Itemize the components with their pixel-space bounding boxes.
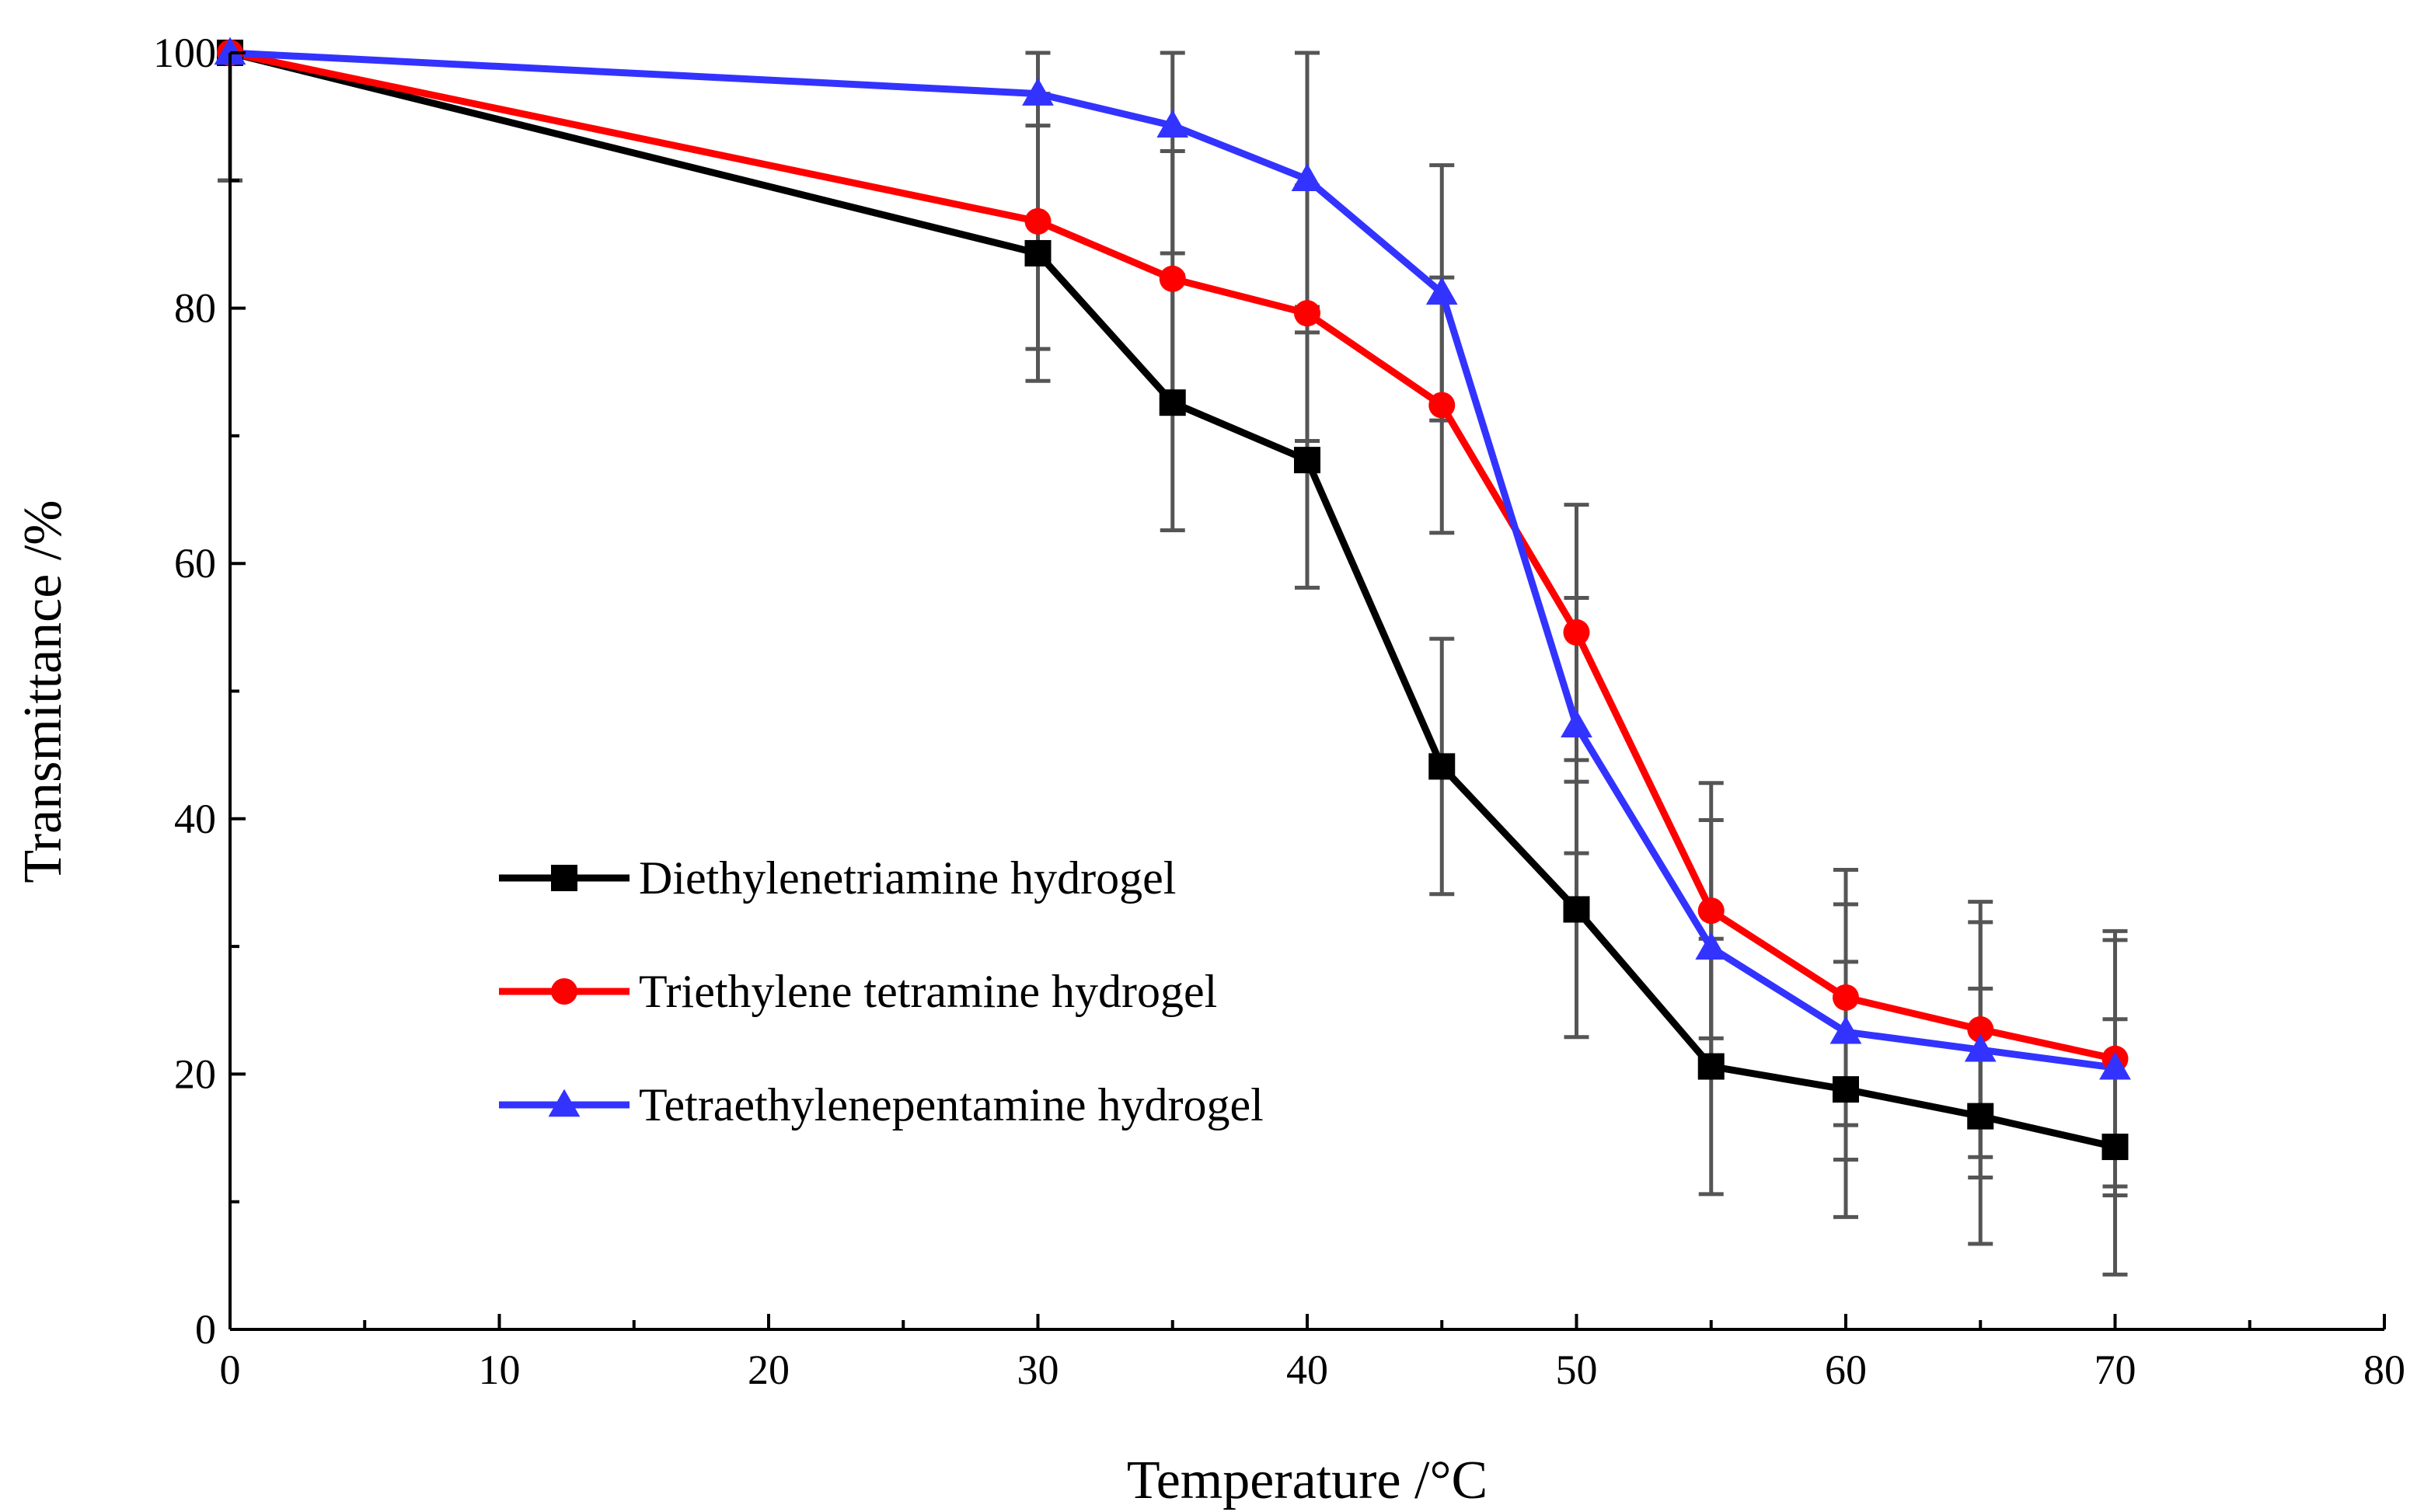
legend-label: Tetraethylenepentamine hydrogel	[639, 1079, 1264, 1131]
data-point-square	[1697, 1053, 1725, 1080]
x-tick-label: 80	[2363, 1347, 2405, 1393]
x-tick-label: 60	[1825, 1347, 1867, 1393]
data-point-triangle	[1695, 932, 1728, 960]
x-tick-label: 10	[479, 1347, 521, 1393]
data-point-square	[1159, 389, 1186, 416]
data-point-square	[1428, 753, 1456, 780]
y-tick-label: 80	[174, 285, 216, 332]
x-axis-title: Temperature /°C	[1127, 1451, 1488, 1510]
y-axis-title: Transmittance /%	[13, 500, 73, 883]
legend-marker-circle	[551, 978, 577, 1005]
data-point-triangle	[1022, 78, 1054, 106]
data-point-square	[1833, 1076, 1859, 1103]
data-point-circle	[1159, 265, 1186, 292]
ticks: 0 10 20 30 40 50 60 70 80 0 20 40 60 80 100	[153, 30, 2405, 1393]
data-point-square	[1294, 447, 1320, 474]
series-line-1	[228, 49, 2116, 1151]
x-tick-label: 0	[220, 1347, 241, 1393]
x-tick-label: 20	[748, 1347, 790, 1393]
data-point-circle	[1697, 897, 1725, 925]
legend: Diethylenetriamine hydrogel Triethylene t…	[499, 852, 1264, 1131]
data-point-circle	[1294, 300, 1320, 327]
y-tick-label: 40	[174, 796, 216, 842]
data-point-circle	[1563, 618, 1590, 646]
data-point-triangle	[1829, 1016, 1862, 1044]
data-point-square	[2101, 1134, 2129, 1161]
data-point-square	[1563, 896, 1590, 923]
data-point-triangle	[1964, 1033, 1997, 1062]
y-tick-label: 20	[174, 1050, 216, 1097]
data-point-square	[1967, 1103, 1994, 1130]
data-point-triangle	[214, 37, 246, 65]
data-point-triangle	[1561, 709, 1592, 738]
data-point-triangle	[1291, 163, 1324, 191]
legend-label: Triethylene tetramine hydrogel	[639, 966, 1217, 1017]
data-point-square	[1024, 239, 1052, 267]
y-tick-label: 0	[195, 1306, 216, 1353]
data-point-circle	[1967, 1016, 1994, 1043]
y-tick-label: 100	[153, 30, 216, 76]
data-point-triangle	[1425, 277, 1458, 305]
series-line-3	[229, 49, 2116, 1071]
legend-marker-square	[551, 865, 577, 891]
x-tick-label: 40	[1286, 1347, 1328, 1393]
data-point-circle	[1428, 392, 1456, 419]
data-point-circle	[1833, 984, 1859, 1011]
x-tick-label: 70	[2094, 1347, 2136, 1393]
data-point-triangle	[1156, 110, 1189, 138]
legend-label: Diethylenetriamine hydrogel	[639, 852, 1176, 904]
series-lines	[228, 49, 2116, 1151]
y-tick-label: 60	[174, 540, 216, 587]
x-tick-label: 50	[1556, 1347, 1598, 1393]
data-point-triangle	[2099, 1051, 2131, 1080]
x-tick-label: 30	[1017, 1347, 1059, 1393]
data-point-circle	[1024, 207, 1052, 235]
legend-marker-triangle	[548, 1089, 581, 1117]
